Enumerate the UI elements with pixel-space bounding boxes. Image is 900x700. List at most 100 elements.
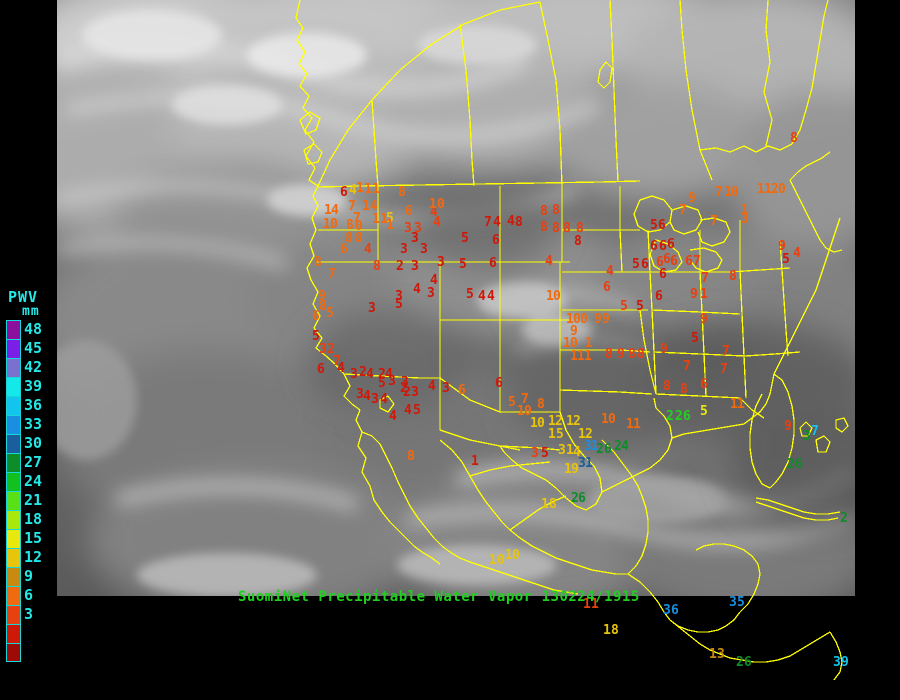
pwv-station-value: 1 — [737, 397, 745, 412]
colorbar-swatch — [6, 358, 21, 377]
pwv-station-value: 5 — [508, 395, 516, 410]
pwv-station-value: 0 — [731, 185, 739, 200]
pwv-station-value: 6 — [492, 233, 500, 248]
colorbar-tick: 21 — [24, 491, 43, 509]
pwv-station-value: 8 — [515, 215, 523, 230]
pwv-station-value: 7 — [693, 254, 701, 269]
pwv-station-value: 7 — [348, 199, 356, 214]
pwv-station-value: 3 — [420, 242, 428, 257]
pwv-station-value: 2 — [555, 414, 563, 429]
pwv-station-value: 4 — [507, 214, 515, 229]
pwv-station-value: 3 — [833, 655, 841, 670]
pwv-station-value: 0 — [355, 219, 363, 234]
pwv-station-value: 4 — [493, 215, 501, 230]
pwv-station-value: 5 — [620, 299, 628, 314]
pwv-station-value: 7 — [328, 267, 336, 282]
product-title: SuomiNet Precipitable Water Vapor 130224… — [238, 589, 640, 605]
pwv-station-value: 8 — [552, 203, 560, 218]
pwv-station-value: 4 — [428, 379, 436, 394]
pwv-station-value: 3 — [411, 231, 419, 246]
pwv-station-value: 3 — [442, 381, 450, 396]
pwv-station-value: 8 — [314, 255, 322, 270]
colorbar-swatch — [6, 472, 21, 491]
pwv-station-value: 1 — [541, 497, 549, 512]
colorbar-swatch — [6, 415, 21, 434]
pwv-station-value: 3 — [356, 387, 364, 402]
pwv-station-value: 7 — [353, 211, 361, 226]
pwv-station-value: 6 — [685, 254, 693, 269]
pwv-station-value: 4 — [385, 367, 393, 382]
pwv-station-value: 0 — [512, 548, 520, 563]
pwv-station-value: 1 — [471, 454, 479, 469]
pwv-station-value: 3 — [531, 446, 539, 461]
pwv-station-value: 6 — [671, 603, 679, 618]
pwv-station-value: 6 — [495, 376, 503, 391]
pwv-station-value: 7 — [484, 215, 492, 230]
pwv-station-value: 7 — [710, 214, 718, 229]
pwv-station-value: 1 — [741, 203, 749, 218]
pwv-station-value: 1 — [578, 427, 586, 442]
pwv-station-value: 7 — [521, 392, 529, 407]
pwv-station-value: 5 — [395, 297, 403, 312]
colorbar-swatch — [6, 434, 21, 453]
pwv-station-value: 1 — [577, 349, 585, 364]
pwv-station-value: 8 — [790, 131, 798, 146]
colorbar-tick: 15 — [24, 529, 43, 547]
pwv-station-value: 6 — [667, 237, 675, 252]
pwv-station-value: 2 — [571, 491, 579, 506]
pwv-station-value: 5 — [541, 446, 549, 461]
pwv-station-value: 6 — [656, 255, 664, 270]
pwv-station-value: 0 — [497, 553, 505, 568]
pwv-station-value: 8 — [729, 269, 737, 284]
pwv-station-value: 4 — [389, 409, 397, 424]
pwv-station-value: 2 — [396, 259, 404, 274]
pwv-station-value: 1 — [626, 417, 634, 432]
pwv-station-value: 5 — [737, 595, 745, 610]
pwv-station-value: 7 — [701, 271, 709, 286]
pwv-station-value: 1 — [429, 197, 437, 212]
pwv-station-value: 0 — [437, 197, 445, 212]
pwv-station-value: 8 — [605, 347, 613, 362]
pwv-station-value: 9 — [688, 191, 696, 206]
pwv-station-value: 0 — [330, 217, 338, 232]
pwv-station-value: 6 — [578, 491, 586, 506]
pwv-station-value: 4 — [380, 392, 388, 407]
pwv-station-value: 7 — [722, 344, 730, 359]
pwv-station-value: 8 — [373, 259, 381, 274]
pwv-station-value: 1 — [372, 212, 380, 227]
pwv-station-value: 6 — [744, 655, 752, 670]
pwv-station-value: 6 — [659, 267, 667, 282]
pwv-station-value: 5 — [413, 403, 421, 418]
satellite-image — [57, 0, 855, 596]
pwv-station-value: 1 — [386, 218, 394, 233]
pwv-station-value: 6 — [641, 257, 649, 272]
pwv-station-value: 2 — [359, 365, 367, 380]
pwv-station-value: 1 — [583, 597, 591, 612]
pwv-station-value: 6 — [489, 256, 497, 271]
pwv-station-value: 1 — [380, 212, 388, 227]
colorbar-tick: 48 — [24, 320, 43, 338]
colorbar-tick: 12 — [24, 548, 43, 566]
pwv-station-value: 5 — [782, 252, 790, 267]
pwv-station-value: 8 — [637, 347, 645, 362]
pwv-station-value: 2 — [840, 511, 848, 526]
colorbar-tick: 45 — [24, 339, 43, 357]
pwv-station-value: 8 — [628, 347, 636, 362]
colorbar-swatch — [6, 624, 21, 643]
pwv-station-value: 4 — [366, 367, 374, 382]
colorbar-swatch — [6, 396, 21, 415]
pwv-station-value: 7 — [679, 203, 687, 218]
pwv-station-value: 9 — [594, 312, 602, 327]
pwv-station-value: 1 — [591, 439, 599, 454]
pwv-station-value: 1 — [517, 404, 525, 419]
pwv-station-value: 4 — [430, 273, 438, 288]
pwv-station-value: 1 — [724, 185, 732, 200]
pwv-station-value: 3 — [663, 603, 671, 618]
pwv-station-value: 4 — [433, 215, 441, 230]
pwv-station-value: 0 — [570, 336, 578, 351]
pwv-station-value: 8 — [345, 231, 353, 246]
pwv-station-value: 3 — [437, 255, 445, 270]
colorbar-swatch — [6, 339, 21, 358]
pwv-station-value: 1 — [324, 203, 332, 218]
pwv-station-value: 1 — [566, 443, 574, 458]
